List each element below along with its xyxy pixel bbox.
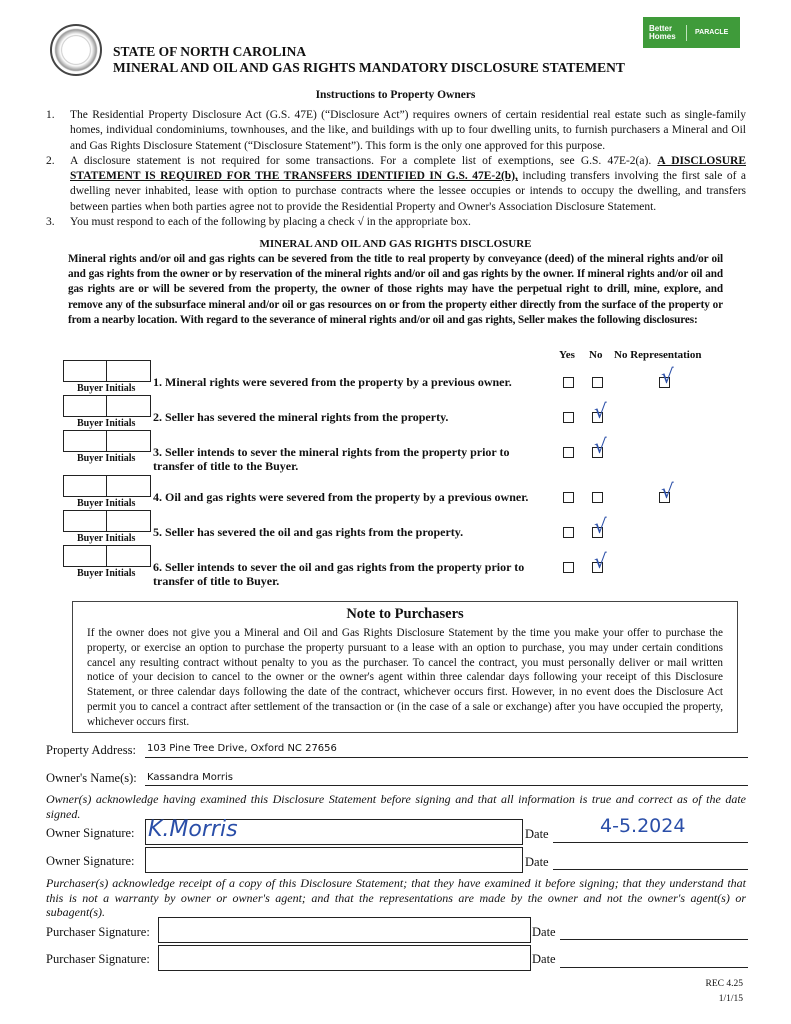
buyer-initials-box[interactable] [63,545,151,567]
checkmark-icon: √ [661,479,674,503]
question-text: 5. Seller has severed the oil and gas ri… [153,525,464,539]
owner-date-2-field[interactable] [553,869,748,870]
owner-name-label: Owner's Name(s): [46,771,137,785]
question-text: 4. Oil and gas rights were severed from … [153,490,529,504]
buyer-initials-label: Buyer Initials [77,533,136,544]
instructions-list: 1. The Residential Property Disclosure Ac… [46,108,746,230]
no-checkbox[interactable] [592,412,603,423]
question-text: 3. Seller intends to sever the mineral r… [153,445,510,473]
instruction-item: 1. The Residential Property Disclosure Ac… [46,109,746,152]
instruction-item: 3. You must respond to each of the follow… [46,216,471,229]
purchaser-signature-label: Purchaser Signature: [46,925,150,939]
no-checkbox[interactable] [592,527,603,538]
owner-acknowledgement: Owner(s) acknowledge having examined thi… [46,792,746,821]
owner-signature-label: Owner Signature: [46,826,135,840]
document-title: STATE OF NORTH CAROLINA MINERAL AND OIL … [113,44,625,76]
form-title: MINERAL AND OIL AND GAS RIGHTS MANDATORY… [113,60,625,75]
no-checkbox[interactable] [592,562,603,573]
note-to-purchasers: Note to Purchasers If the owner does not… [72,601,738,733]
question-text: 6. Seller intends to sever the oil and g… [153,560,525,588]
buyer-initials-label: Buyer Initials [77,383,136,394]
checkmark-icon: √ [594,434,607,458]
yes-checkbox[interactable] [563,447,574,458]
buyer-initials-label: Buyer Initials [77,453,136,464]
col-yes: Yes [559,349,575,361]
purchaser-date-2-field[interactable] [560,967,748,968]
yes-checkbox[interactable] [563,562,574,573]
buyer-initials-box[interactable] [63,360,151,382]
yes-checkbox[interactable] [563,527,574,538]
brokerage-logo: Better Homes PARACLE [643,17,740,48]
purchaser-acknowledgement: Purchaser(s) acknowledge receipt of a co… [46,876,746,919]
date-label: Date [532,952,556,966]
form-number: REC 4.25 1/1/15 [705,979,743,1004]
state-title: STATE OF NORTH CAROLINA [113,44,307,59]
col-no-representation: No Representation [614,349,702,361]
purchaser-signature-label: Purchaser Signature: [46,952,150,966]
no-checkbox[interactable] [592,377,603,388]
disclosure-heading: MINERAL AND OIL AND GAS RIGHTS DISCLOSUR… [259,238,532,250]
date-label: Date [532,925,556,939]
buyer-initials-box[interactable] [63,510,151,532]
buyer-initials-label: Buyer Initials [77,498,136,509]
owner-signature-1-field[interactable]: K.Morris [145,817,523,845]
owner-signature-label: Owner Signature: [46,854,135,868]
buyer-initials-box[interactable] [63,475,151,497]
date-label: Date [525,827,549,841]
buyer-initials-box[interactable] [63,395,151,417]
owner-date-1-field[interactable]: 4-5.2024 [600,815,686,837]
checkmark-icon: √ [594,399,607,423]
note-heading: Note to Purchasers [346,606,464,622]
buyer-initials-label: Buyer Initials [77,418,136,429]
nc-real-estate-commission-seal [50,24,102,76]
yes-checkbox[interactable] [563,377,574,388]
address-label: Property Address: [46,743,136,757]
address-field[interactable]: 103 Pine Tree Drive, Oxford NC 27656 [147,743,337,754]
owner-signature-2-field[interactable] [145,847,523,873]
yes-checkbox[interactable] [563,412,574,423]
no-checkbox[interactable] [592,447,603,458]
buyer-initials-label: Buyer Initials [77,568,136,579]
purchaser-signature-2-field[interactable] [158,945,531,971]
col-no: No [589,349,603,361]
instruction-item: 2. A disclosure statement is not required… [46,154,746,213]
question-text: 2. Seller has severed the mineral rights… [153,410,449,424]
no-checkbox[interactable] [592,492,603,503]
question-text: 1. Mineral rights were severed from the … [153,375,512,389]
note-text: If the owner does not give you a Mineral… [87,627,723,728]
no-representation-checkbox[interactable] [659,492,670,503]
buyer-initials-box[interactable] [63,430,151,452]
yes-checkbox[interactable] [563,492,574,503]
checkmark-icon: √ [594,549,607,573]
instructions-heading: Instructions to Property Owners [315,89,476,101]
checkmark-icon: √ [594,514,607,538]
date-label: Date [525,855,549,869]
owner-name-field[interactable]: Kassandra Morris [147,772,233,783]
purchaser-signature-1-field[interactable] [158,917,531,943]
checkmark-icon: √ [661,364,674,388]
no-representation-checkbox[interactable] [659,377,670,388]
disclosure-paragraph: Mineral rights and/or oil and gas rights… [68,253,723,326]
purchaser-date-1-field[interactable] [560,939,748,940]
